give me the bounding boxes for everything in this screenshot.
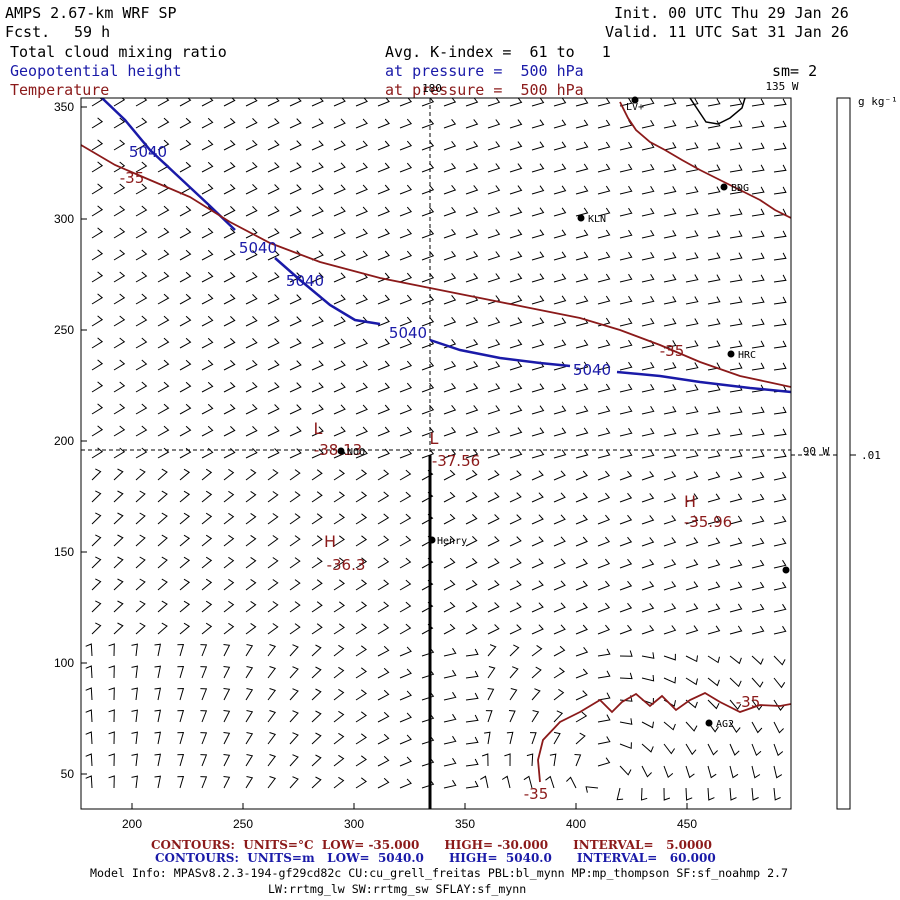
station-dot [782, 566, 790, 574]
init-time: Init. 00 UTC Thu 29 Jan 26 [614, 4, 849, 22]
station-label: HRC [738, 350, 756, 361]
high-marker: H [684, 492, 696, 511]
pressure-level-height: at pressure = 500 hPa [385, 62, 584, 80]
height-contour [274, 257, 381, 326]
station-label: AG2 [716, 719, 734, 730]
station-label: BDG [731, 183, 749, 194]
high-marker: H [324, 532, 336, 551]
station-label: KLN [588, 214, 606, 225]
lon-label: 135 W [765, 80, 798, 93]
height-contour [101, 98, 236, 231]
station-dot [720, 183, 728, 191]
station-label: LV+ [626, 102, 644, 113]
temp-contour-label: -35 [120, 169, 145, 187]
avg-k-index: Avg. K-index = 61 to 1 [385, 43, 611, 61]
station-dot [705, 719, 713, 727]
temp-contour-label: -35 [660, 342, 685, 360]
temperature-contour [537, 691, 791, 783]
low-marker: L [430, 429, 439, 448]
high-value: -36.3 [327, 556, 366, 574]
colorbar-value: .01 [861, 449, 881, 462]
forecast-value: 59 h [74, 23, 111, 41]
temperature-contour [619, 101, 791, 219]
colorbar [836, 97, 851, 810]
field-temperature: Temperature [10, 81, 110, 99]
lon-label: 180 [422, 82, 442, 95]
station-label: NOO [347, 447, 365, 458]
height-contour-label: 5040 [389, 324, 427, 342]
temp-contour-label: -35 [736, 693, 761, 711]
temp-contour-info: CONTOURS: UNITS=°C LOW= -35.000 HIGH= -3… [151, 838, 713, 852]
x-tick-label: 300 [344, 817, 364, 831]
x-tick-label: 200 [122, 817, 142, 831]
y-tick-label: 50 [61, 767, 75, 781]
pressure-level-temp: at pressure = 500 hPa [385, 81, 584, 99]
temperature-contour [81, 144, 791, 388]
station-dot [337, 447, 345, 455]
colorbar-unit: g kg⁻¹ [858, 95, 898, 108]
coastline [689, 98, 746, 125]
lon-label: 90 W [803, 445, 830, 458]
y-tick-label: 250 [54, 323, 74, 337]
low-marker: L [314, 419, 323, 438]
low-value: -37.56 [432, 452, 480, 470]
plot-frame [80, 97, 792, 810]
high-value: -35.96 [684, 513, 732, 531]
smoothing: sm= 2 [772, 62, 818, 80]
temp-contour-label: -35 [524, 785, 549, 803]
model-info-line2: LW:rrtmg_lw SW:rrtmg_sw SFLAY:sf_mynn [268, 882, 527, 896]
height-contour-label: 5040 [286, 272, 324, 290]
y-tick-label: 200 [54, 434, 74, 448]
model-title: AMPS 2.67-km WRF SP [5, 4, 177, 22]
height-contour [429, 338, 571, 368]
field-cloud-mixing: Total cloud mixing ratio [10, 43, 227, 61]
y-tick-label: 150 [54, 545, 74, 559]
station-dot [631, 96, 639, 104]
x-tick-label: 350 [455, 817, 475, 831]
station-dot [428, 536, 436, 544]
x-tick-label: 450 [677, 817, 697, 831]
y-tick-label: 100 [54, 656, 74, 670]
height-contour-label: 5040 [129, 143, 167, 161]
valid-time: Valid. 11 UTC Sat 31 Jan 26 [605, 23, 849, 41]
height-contour-info: CONTOURS: UNITS=m LOW= 5040.0 HIGH= 5040… [155, 851, 716, 865]
height-contour-label: 5040 [239, 239, 277, 257]
y-tick-label: 300 [54, 212, 74, 226]
height-contour-label: 5040 [573, 361, 611, 379]
station-label: Henry [437, 536, 467, 547]
station-dot [727, 350, 735, 358]
x-tick-label: 250 [233, 817, 253, 831]
field-geopotential: Geopotential height [10, 62, 182, 80]
station-dot [577, 214, 585, 222]
forecast-label: Fcst. [5, 23, 51, 41]
height-contour [616, 370, 791, 394]
x-tick-label: 400 [566, 817, 586, 831]
axis-ticks [81, 106, 688, 809]
model-info: Model Info: MPASv8.2.3-194-gf29cd82c CU:… [90, 866, 789, 880]
y-tick-label: 350 [54, 100, 74, 114]
